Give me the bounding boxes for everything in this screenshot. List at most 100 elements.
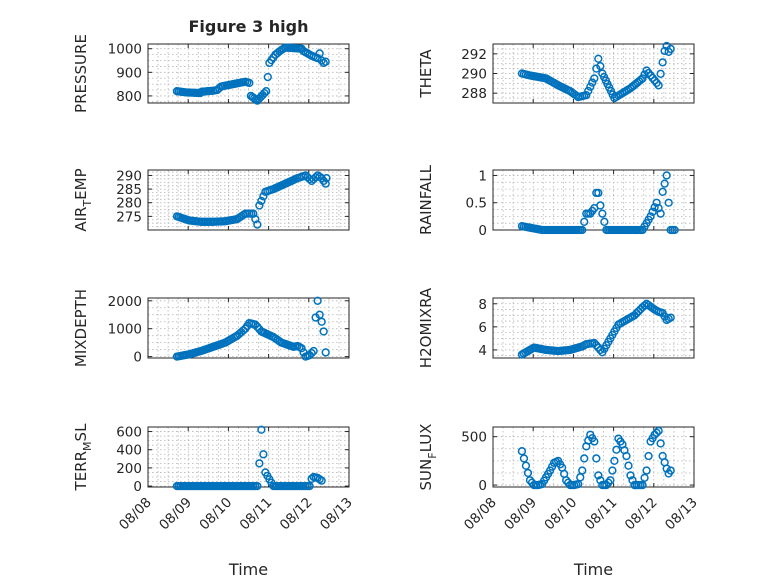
x-tick-label: 08/11 xyxy=(582,495,621,534)
axes-frame-8 xyxy=(492,426,695,488)
data-point xyxy=(257,425,266,434)
data-point xyxy=(594,54,603,63)
data-point xyxy=(666,44,675,54)
data-point xyxy=(263,72,272,82)
y-tick-label: 290 xyxy=(461,67,487,83)
axes-frame-5 xyxy=(147,297,350,359)
y-axis-label: H2OMIXRA xyxy=(417,287,435,368)
data-point xyxy=(596,201,605,210)
y-tick-label: 0 xyxy=(133,479,142,495)
data-point xyxy=(646,212,655,221)
data-point xyxy=(640,473,649,482)
data-point xyxy=(658,58,667,67)
data-point xyxy=(321,57,330,66)
x-tick-label: 08/12 xyxy=(277,495,316,534)
data-point xyxy=(638,74,647,83)
axes-frame-1 xyxy=(147,43,350,104)
data-point xyxy=(521,461,531,470)
data-point xyxy=(297,344,306,353)
data-point xyxy=(307,348,316,358)
data-point xyxy=(313,54,322,63)
y-tick-label: 0.5 xyxy=(466,196,487,212)
data-point xyxy=(666,466,675,475)
data-point xyxy=(596,61,605,71)
data-point xyxy=(582,90,591,100)
data-point xyxy=(662,464,671,473)
data-point xyxy=(608,466,617,475)
data-point xyxy=(590,74,599,83)
y-tick-label: 400 xyxy=(116,443,142,459)
x-tick-label: 08/09 xyxy=(156,495,195,534)
x-tick-label: 08/13 xyxy=(317,495,356,534)
y-tick-label: 0 xyxy=(478,223,487,239)
data-point xyxy=(592,341,601,350)
y-axis-label: TERRMSL xyxy=(72,423,94,492)
data-point xyxy=(317,56,326,65)
data-point xyxy=(596,345,605,355)
plot-area-4 xyxy=(493,170,694,230)
data-point xyxy=(654,81,663,90)
data-point xyxy=(251,320,260,329)
x-tick-label: 08/12 xyxy=(622,495,661,534)
axes-frame-3 xyxy=(147,169,350,231)
data-point xyxy=(590,437,599,446)
y-tick-label: 285 xyxy=(116,182,142,198)
y-tick-label: 4 xyxy=(478,343,487,359)
data-point xyxy=(648,207,657,216)
x-axis-label: Time xyxy=(573,560,613,579)
y-tick-label: 1000 xyxy=(108,322,142,338)
data-point xyxy=(610,456,619,466)
data-point xyxy=(305,481,314,491)
axes-frame-4 xyxy=(492,169,695,231)
axes-frame-6 xyxy=(492,297,695,359)
data-point xyxy=(309,346,318,356)
data-point xyxy=(644,451,653,461)
data-point xyxy=(259,450,268,459)
data-point xyxy=(259,192,268,201)
data-point xyxy=(322,174,331,183)
y-tick-label: 500 xyxy=(461,430,487,446)
data-point xyxy=(624,461,633,470)
data-point xyxy=(662,171,671,180)
x-tick-label: 08/08 xyxy=(116,495,155,534)
data-point xyxy=(523,468,533,478)
data-point xyxy=(580,454,589,463)
data-point xyxy=(321,179,330,188)
y-axis-label: THETA xyxy=(417,49,435,99)
data-point xyxy=(239,326,248,335)
data-point xyxy=(517,447,527,456)
data-point xyxy=(656,69,665,78)
data-point xyxy=(257,196,266,206)
data-point xyxy=(319,327,328,336)
y-axis-label: MIXDEPTH xyxy=(72,289,90,367)
data-point xyxy=(652,428,661,437)
data-point xyxy=(664,198,673,207)
y-tick-label: 288 xyxy=(461,86,487,102)
data-point xyxy=(317,476,326,485)
y-tick-label: 800 xyxy=(116,89,142,105)
data-point xyxy=(656,439,665,448)
data-point xyxy=(656,209,665,218)
chart-title: Figure 3 high xyxy=(189,17,309,36)
data-point xyxy=(315,49,324,58)
x-tick-label: 08/10 xyxy=(541,495,580,534)
data-point xyxy=(255,459,264,468)
data-point xyxy=(666,313,675,322)
y-axis-label: RAINFALL xyxy=(417,164,435,235)
data-point xyxy=(586,82,595,91)
data-point xyxy=(636,75,645,84)
y-tick-label: 600 xyxy=(116,425,142,441)
data-point xyxy=(321,348,330,357)
x-tick-label: 08/13 xyxy=(662,495,701,534)
y-tick-label: 290 xyxy=(116,168,142,184)
data-point xyxy=(670,225,679,235)
data-point xyxy=(588,78,597,87)
data-point xyxy=(598,209,607,218)
x-tick-label: 08/11 xyxy=(237,495,276,534)
x-tick-label: 08/08 xyxy=(461,495,500,534)
data-point xyxy=(590,338,599,348)
y-axis-label: PRESSURE xyxy=(72,34,90,113)
data-point xyxy=(600,217,609,226)
y-tick-label: 200 xyxy=(116,461,142,477)
